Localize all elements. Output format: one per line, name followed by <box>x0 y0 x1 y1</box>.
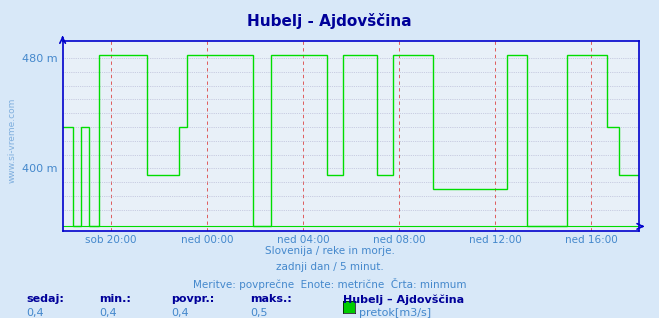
Text: min.:: min.: <box>99 294 130 304</box>
Text: sedaj:: sedaj: <box>26 294 64 304</box>
Text: Meritve: povprečne  Enote: metrične  Črta: minmum: Meritve: povprečne Enote: metrične Črta:… <box>192 278 467 290</box>
Text: www.si-vreme.com: www.si-vreme.com <box>8 97 17 183</box>
Text: pretok[m3/s]: pretok[m3/s] <box>359 308 431 318</box>
Text: 0,4: 0,4 <box>99 308 117 318</box>
Text: 0,4: 0,4 <box>26 308 44 318</box>
Text: maks.:: maks.: <box>250 294 292 304</box>
Text: Hubelj - Ajdovščina: Hubelj - Ajdovščina <box>247 13 412 29</box>
Text: 0,4: 0,4 <box>171 308 189 318</box>
Text: Slovenija / reke in morje.: Slovenija / reke in morje. <box>264 246 395 256</box>
Text: Hubelj – Ajdovščina: Hubelj – Ajdovščina <box>343 294 464 305</box>
Text: povpr.:: povpr.: <box>171 294 215 304</box>
Text: zadnji dan / 5 minut.: zadnji dan / 5 minut. <box>275 262 384 272</box>
Text: 0,5: 0,5 <box>250 308 268 318</box>
